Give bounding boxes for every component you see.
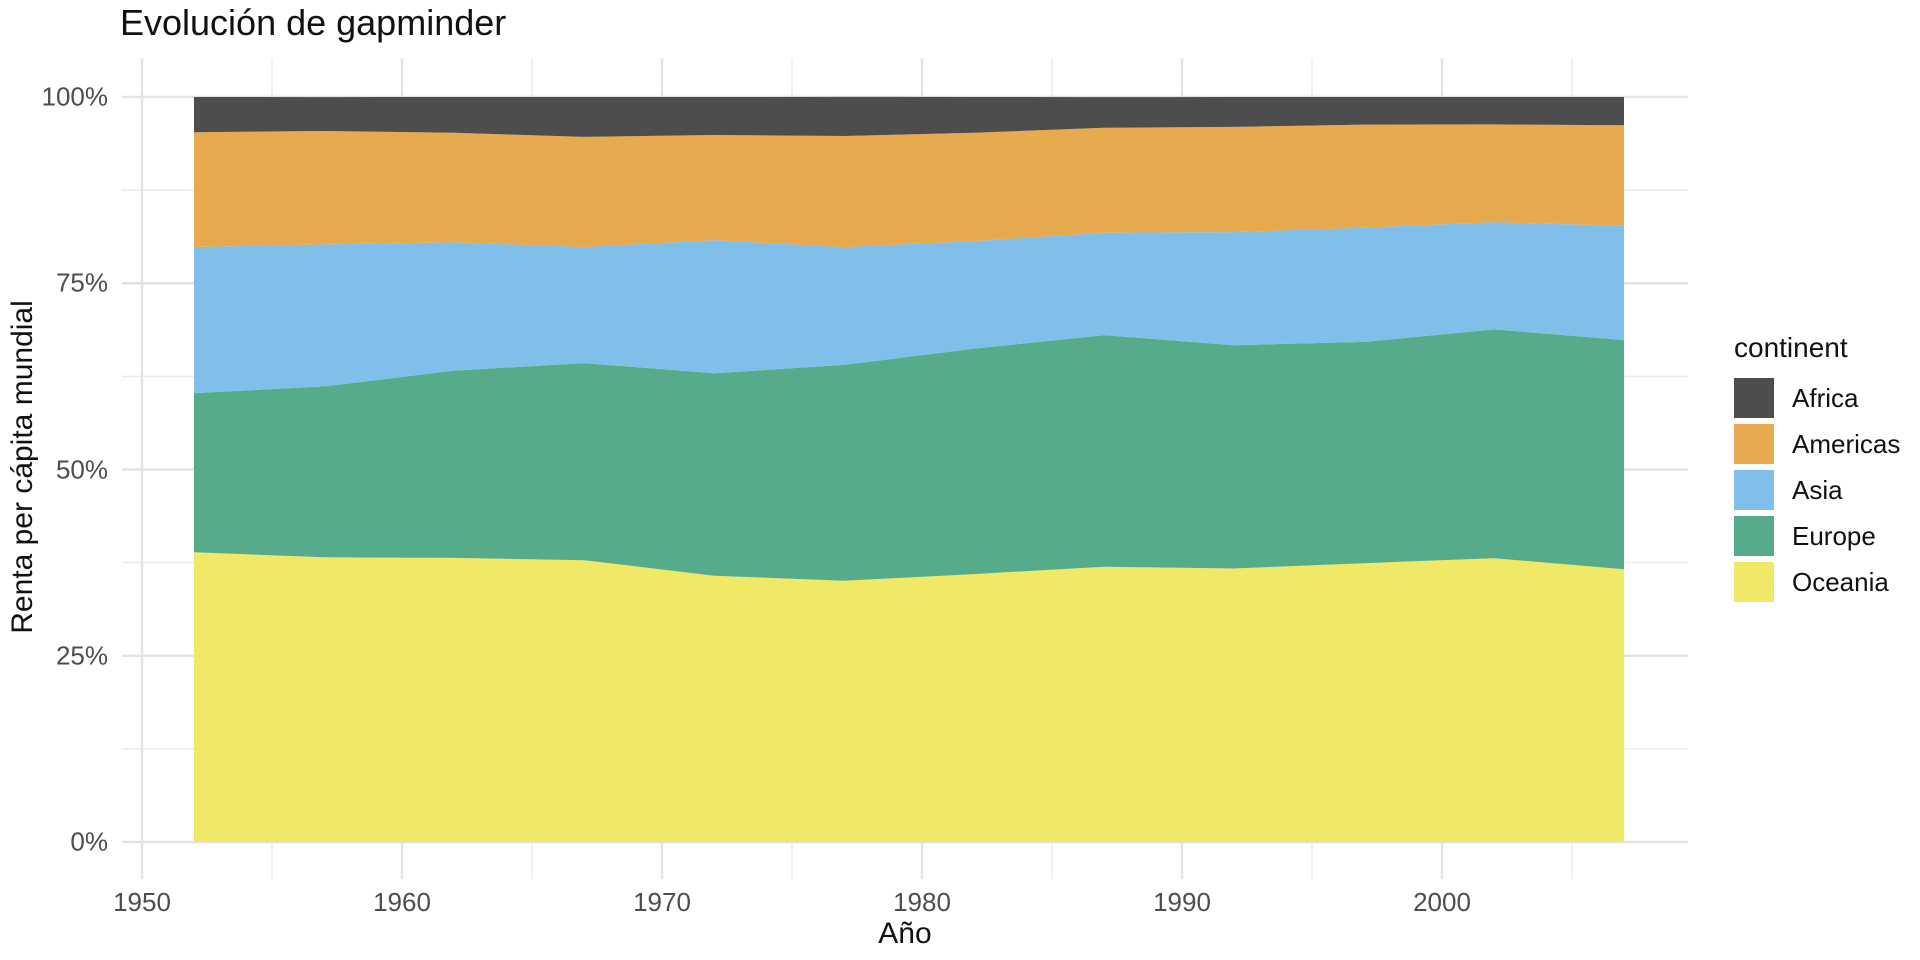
legend-label: Oceania [1792, 567, 1889, 597]
plot-title: Evolución de gapminder [120, 2, 507, 43]
y-tick-label: 100% [41, 81, 109, 112]
legend-swatch-americas [1734, 424, 1774, 464]
x-tick-label: 2000 [1413, 887, 1471, 917]
legend-item-oceania: Oceania [1734, 562, 1920, 602]
area-africa [194, 96, 1624, 137]
y-tick-label: 25% [55, 640, 108, 671]
legend-rows: Africa Americas Asia Europe Oceania [1734, 378, 1920, 602]
y-axis-title: Renta per cápita mundial [6, 300, 39, 634]
legend-swatch-asia [1734, 470, 1774, 510]
x-tick-label: 1980 [893, 887, 951, 917]
area-oceania [194, 552, 1624, 842]
legend-label: Americas [1792, 429, 1901, 459]
x-tick-label: 1950 [113, 887, 171, 917]
legend-item-africa: Africa [1734, 378, 1920, 418]
legend-title: continent [1734, 332, 1848, 363]
y-tick-label: 0% [70, 826, 108, 857]
legend-item-europe: Europe [1734, 516, 1920, 556]
legend-swatch-oceania [1734, 562, 1774, 602]
legend-label: Asia [1792, 475, 1843, 505]
legend-label: Europe [1792, 521, 1876, 551]
legend-swatch-europe [1734, 516, 1774, 556]
x-tick-label: 1970 [633, 887, 691, 917]
area-asia [194, 222, 1624, 394]
legend-item-americas: Americas [1734, 424, 1920, 464]
legend-item-asia: Asia [1734, 470, 1920, 510]
area-americas [194, 124, 1624, 248]
x-axis-title: Año [878, 917, 932, 950]
y-tick-label: 75% [55, 267, 108, 298]
legend-swatch-africa [1734, 378, 1774, 418]
legend-label: Africa [1792, 383, 1859, 413]
legend: continent Africa Americas Asia Europe Oceani… [1734, 332, 1920, 608]
y-tick-label: 50% [55, 454, 108, 484]
x-tick-label: 1960 [373, 887, 431, 917]
x-tick-label: 1990 [1153, 887, 1211, 917]
area-europe [194, 329, 1624, 581]
